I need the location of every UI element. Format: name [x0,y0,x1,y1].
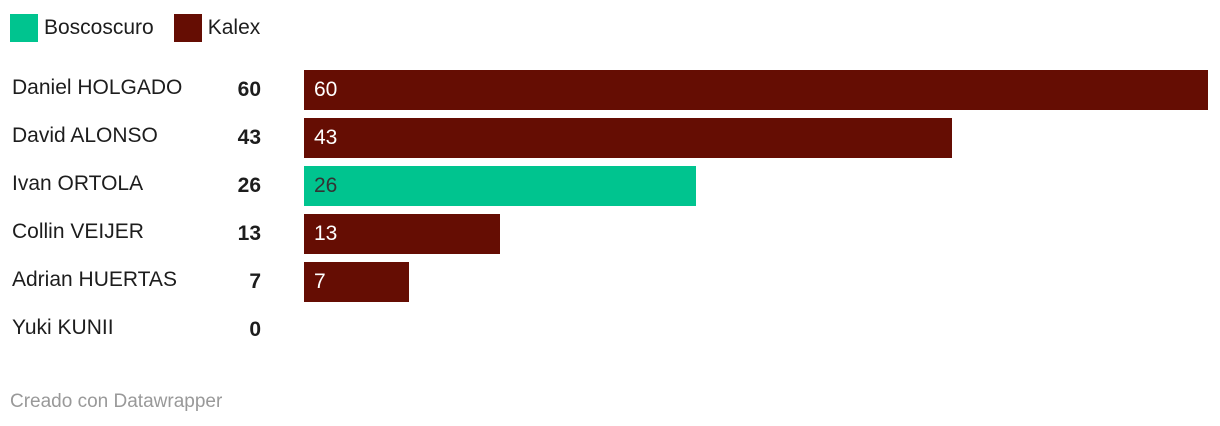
value-label: 26 [237,174,261,197]
legend: Boscoscuro Kalex [10,14,280,42]
bar-data-label: 13 [314,222,338,245]
legend-swatch [173,14,202,42]
legend-item: Boscoscuro [10,14,154,42]
bar-row: Adrian HUERTAS 7 7 [0,262,1220,302]
category-label: Collin VEIJER [12,220,144,243]
category-label: David ALONSO [12,124,158,147]
bar-data-label: 26 [314,174,338,197]
bar: 60 [304,70,1208,110]
bar-row: Daniel HOLGADO 60 60 [0,70,1220,110]
bar: 13 [304,214,500,254]
value-label: 13 [237,222,261,245]
bar-row: David ALONSO 43 43 [0,118,1220,158]
category-label: Yuki KUNII [12,316,114,339]
bar-data-label: 7 [314,270,326,293]
bar: 43 [304,118,952,158]
bar-row: Collin VEIJER 13 13 [0,214,1220,254]
bar-row: Yuki KUNII 0 [0,310,1220,350]
category-label: Daniel HOLGADO [12,76,183,99]
category-label: Adrian HUERTAS [12,268,177,291]
bar: 7 [304,262,410,302]
footer-credit: Creado con Datawrapper [10,391,223,412]
value-label: 0 [249,318,261,341]
legend-label: Kalex [207,16,261,39]
bar-row: Ivan ORTOLA 26 26 [0,166,1220,206]
category-label: Ivan ORTOLA [12,172,144,195]
value-label: 60 [237,78,261,101]
bar-data-label: 43 [314,126,338,149]
value-label: 7 [249,270,261,293]
legend-swatch [10,14,38,42]
value-label: 43 [237,126,261,149]
bar-data-label: 60 [314,78,338,101]
legend-item: Kalex [173,14,261,42]
bar: 26 [304,166,696,206]
legend-label: Boscoscuro [44,16,154,39]
